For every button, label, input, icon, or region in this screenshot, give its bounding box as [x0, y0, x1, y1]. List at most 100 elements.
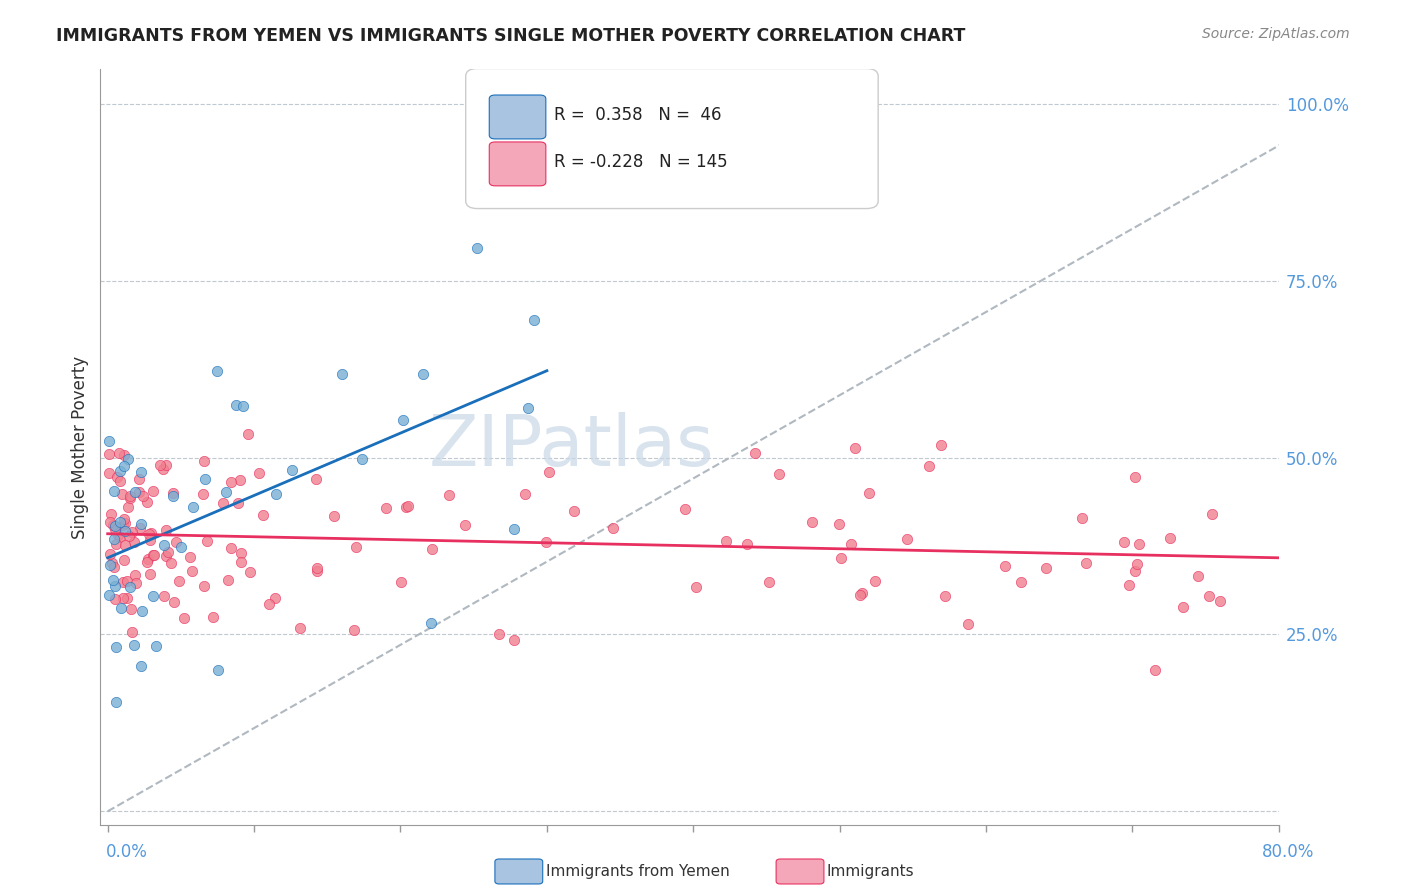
Point [453, 518, 475, 533]
Point [389, 574, 412, 589]
Point [1123, 564, 1146, 578]
Point [259, 597, 281, 611]
Point [226, 496, 249, 510]
Point [502, 522, 524, 536]
Point [229, 546, 252, 560]
Point [98, 558, 121, 573]
Point [236, 426, 259, 441]
Point [139, 525, 162, 540]
Point [465, 241, 488, 255]
Point [114, 538, 136, 552]
Point [101, 556, 124, 570]
Point [305, 561, 328, 575]
Point [118, 580, 141, 594]
Point [120, 601, 142, 615]
Point [104, 591, 127, 606]
Point [98, 434, 121, 448]
Point [103, 560, 125, 574]
Point [117, 574, 139, 588]
Point [1198, 589, 1220, 603]
Point [844, 441, 866, 455]
Point [344, 540, 367, 554]
Point [395, 500, 418, 515]
Text: ZIPatlas: ZIPatlas [429, 412, 714, 482]
Point [131, 489, 153, 503]
Point [918, 458, 941, 473]
Point [205, 364, 228, 378]
Point [212, 496, 235, 510]
Point [104, 522, 127, 536]
Point [98, 548, 121, 562]
Point [149, 458, 172, 472]
Point [112, 448, 135, 462]
Point [716, 534, 738, 549]
Text: Immigrants: Immigrants [827, 864, 914, 879]
Point [114, 524, 136, 538]
Point [180, 564, 202, 578]
Text: 80.0%: 80.0% [1263, 843, 1315, 861]
Point [343, 623, 366, 637]
Point [128, 472, 150, 486]
Point [848, 588, 870, 602]
Point [537, 466, 560, 480]
Point [128, 484, 150, 499]
Point [217, 573, 239, 587]
Text: Immigrants from Yemen: Immigrants from Yemen [546, 864, 730, 879]
Point [929, 438, 952, 452]
Point [420, 615, 443, 630]
Point [994, 559, 1017, 574]
Point [1125, 558, 1147, 572]
Point [828, 517, 851, 532]
Point [1208, 593, 1230, 607]
Point [830, 551, 852, 566]
Point [107, 528, 129, 542]
Point [157, 545, 180, 559]
Point [100, 507, 122, 521]
FancyBboxPatch shape [489, 142, 546, 186]
Point [142, 548, 165, 562]
Point [602, 521, 624, 535]
Point [517, 401, 540, 416]
Point [305, 564, 328, 578]
Point [160, 556, 183, 570]
Point [105, 469, 128, 483]
Point [800, 515, 823, 529]
Point [104, 518, 127, 533]
Point [125, 575, 148, 590]
Point [231, 555, 253, 569]
Point [412, 367, 434, 381]
Point [863, 574, 886, 589]
Y-axis label: Single Mother Poverty: Single Mother Poverty [72, 355, 89, 539]
Point [124, 568, 146, 582]
Point [515, 487, 537, 501]
Point [104, 579, 127, 593]
Point [193, 579, 215, 593]
Point [1173, 600, 1195, 615]
Point [103, 483, 125, 498]
Point [396, 500, 419, 514]
Point [155, 549, 177, 564]
Point [103, 532, 125, 546]
Point [214, 485, 236, 500]
Point [1010, 575, 1032, 590]
Point [138, 533, 160, 547]
Point [162, 486, 184, 500]
Point [120, 489, 142, 503]
Point [768, 467, 790, 481]
Point [112, 512, 135, 526]
Point [117, 529, 139, 543]
Point [1112, 534, 1135, 549]
Point [673, 502, 696, 516]
Point [110, 600, 132, 615]
Point [264, 591, 287, 605]
Point [155, 458, 177, 472]
Point [839, 537, 862, 551]
Point [131, 659, 153, 673]
Point [179, 550, 201, 565]
Point [167, 574, 190, 588]
Point [112, 553, 135, 567]
Point [352, 452, 374, 467]
Point [247, 466, 270, 480]
Point [138, 527, 160, 541]
Point [392, 413, 415, 427]
